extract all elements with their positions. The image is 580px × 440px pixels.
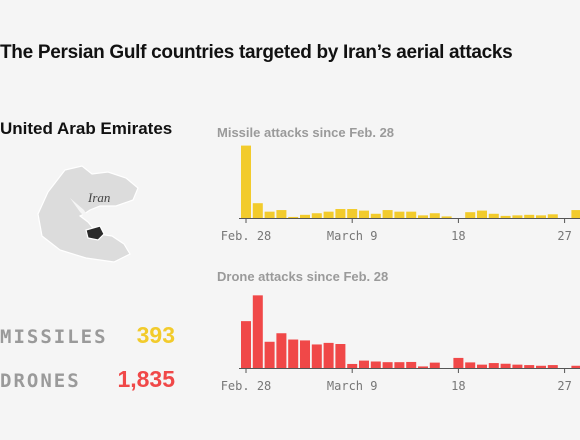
bar-mar-12 bbox=[382, 210, 393, 218]
bar-mar-17 bbox=[441, 216, 452, 218]
bar-mar-14 bbox=[406, 211, 417, 218]
bar-mar-10 bbox=[359, 360, 369, 368]
bar-mar-26 bbox=[547, 365, 558, 368]
bar-mar-18 bbox=[453, 357, 464, 368]
bar-mar-16 bbox=[429, 213, 440, 218]
bar-mar-10 bbox=[359, 210, 369, 218]
region-map: Iran bbox=[37, 165, 139, 263]
missiles-value: 393 bbox=[136, 322, 175, 348]
bar-mar-4 bbox=[288, 339, 299, 368]
country-name: United Arab Emirates bbox=[0, 119, 173, 138]
drones-value: 1,835 bbox=[117, 366, 175, 392]
bar-mar-22 bbox=[500, 363, 511, 368]
bar-mar-24 bbox=[524, 365, 535, 368]
land-outline bbox=[37, 165, 139, 263]
drones-label: DRONES bbox=[0, 370, 81, 392]
bar-mar-5 bbox=[300, 340, 310, 368]
bar-mar-3 bbox=[276, 333, 287, 368]
bar-mar-7 bbox=[323, 211, 334, 218]
bar-mar-8 bbox=[335, 344, 346, 368]
x-tick-label: Feb. 28 bbox=[221, 379, 272, 393]
bar-mar-6 bbox=[311, 344, 322, 368]
bar-mar-14 bbox=[406, 361, 417, 368]
bar-mar-13 bbox=[394, 211, 405, 218]
x-tick-label: March 9 bbox=[327, 229, 378, 243]
bar-mar-19 bbox=[465, 212, 476, 218]
bar-mar-1 bbox=[252, 295, 263, 368]
bar-mar-28 bbox=[571, 210, 580, 218]
uae-highlight bbox=[85, 225, 105, 241]
drone-chart-title: Drone attacks since Feb. 28 bbox=[217, 269, 389, 284]
bar-mar-12 bbox=[382, 362, 393, 368]
bar-mar-28 bbox=[571, 365, 580, 368]
bar-mar-11 bbox=[370, 361, 381, 368]
bar-mar-6 bbox=[311, 213, 322, 218]
bar-mar-26 bbox=[547, 214, 558, 218]
bar-mar-23 bbox=[512, 215, 523, 218]
x-tick-label: 18 bbox=[451, 229, 465, 243]
bar-mar-3 bbox=[276, 210, 287, 218]
x-tick-label: 18 bbox=[451, 379, 465, 393]
bar-mar-20 bbox=[477, 364, 487, 368]
map-label-iran: Iran bbox=[87, 190, 110, 205]
missiles-label: MISSILES bbox=[0, 326, 108, 348]
page-title: The Persian Gulf countries targeted by I… bbox=[0, 42, 513, 63]
bar-mar-24 bbox=[524, 214, 535, 218]
bar-mar-15 bbox=[418, 215, 428, 218]
missile-bar-chart: Feb. 28 March 9 18 27 bbox=[221, 145, 580, 243]
x-tick-label: March 9 bbox=[327, 379, 378, 393]
bar-mar-20 bbox=[477, 210, 487, 218]
bar-mar-16 bbox=[429, 362, 440, 368]
bar-mar-23 bbox=[512, 364, 523, 368]
missile-chart-title: Missile attacks since Feb. 28 bbox=[217, 125, 395, 140]
bar-mar-7 bbox=[323, 342, 334, 368]
bar-mar-9 bbox=[347, 363, 358, 368]
drone-bar-chart: Feb. 28 March 9 18 27 bbox=[221, 295, 580, 393]
x-tick-label: 27 bbox=[557, 379, 571, 393]
bar-mar-1 bbox=[252, 203, 263, 218]
bar-mar-25 bbox=[536, 215, 546, 218]
bar-mar-21 bbox=[488, 363, 499, 368]
bar-mar-21 bbox=[488, 213, 499, 218]
bar-mar-19 bbox=[465, 362, 476, 368]
bar-feb-28 bbox=[241, 145, 251, 218]
x-tick-label: Feb. 28 bbox=[221, 229, 272, 243]
bar-mar-25 bbox=[536, 365, 546, 368]
bar-mar-15 bbox=[418, 366, 428, 368]
bar-mar-8 bbox=[335, 209, 346, 218]
x-tick-label: 27 bbox=[557, 229, 571, 243]
bar-mar-2 bbox=[264, 341, 275, 368]
bar-feb-28 bbox=[241, 321, 251, 368]
bar-mar-5 bbox=[300, 214, 310, 218]
bar-mar-2 bbox=[264, 211, 275, 218]
bar-mar-9 bbox=[347, 209, 358, 218]
gulf-water bbox=[70, 198, 102, 232]
bar-mar-11 bbox=[370, 213, 381, 218]
bar-mar-22 bbox=[500, 215, 511, 218]
bar-mar-13 bbox=[394, 362, 405, 368]
bar-mar-4 bbox=[288, 216, 299, 218]
